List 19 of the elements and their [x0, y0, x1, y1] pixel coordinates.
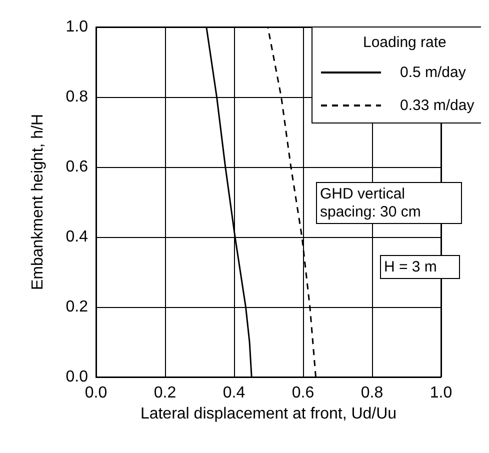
y-axis-title: Embankment height, h/H	[30, 114, 46, 290]
y-tick-label: 0.6	[66, 158, 88, 176]
annotation: GHD vertical spacing: 30 cm	[320, 186, 421, 220]
annotation: H = 3 m	[384, 258, 437, 276]
y-tick-label: 0.0	[66, 368, 88, 386]
x-tick-label: 0.0	[84, 384, 108, 402]
y-tick-label: 0.4	[66, 228, 88, 246]
y-tick-label: 0.8	[66, 88, 88, 106]
legend-label: 0.5 m/day	[400, 64, 466, 81]
x-tick-label: 0.6	[292, 384, 314, 402]
y-tick-label: 0.2	[66, 298, 88, 316]
x-tick-label: 0.4	[222, 384, 246, 402]
x-axis-title: Lateral displacement at front, Ud/Uu	[140, 405, 397, 422]
x-tick-label: 0.8	[360, 384, 384, 402]
legend-title: Loading rate	[363, 34, 446, 51]
y-tick-label: 1.0	[66, 18, 88, 36]
legend-label: 0.33 m/day	[400, 97, 475, 114]
x-tick-label: 1.0	[430, 384, 452, 402]
x-tick-label: 0.2	[154, 384, 176, 402]
